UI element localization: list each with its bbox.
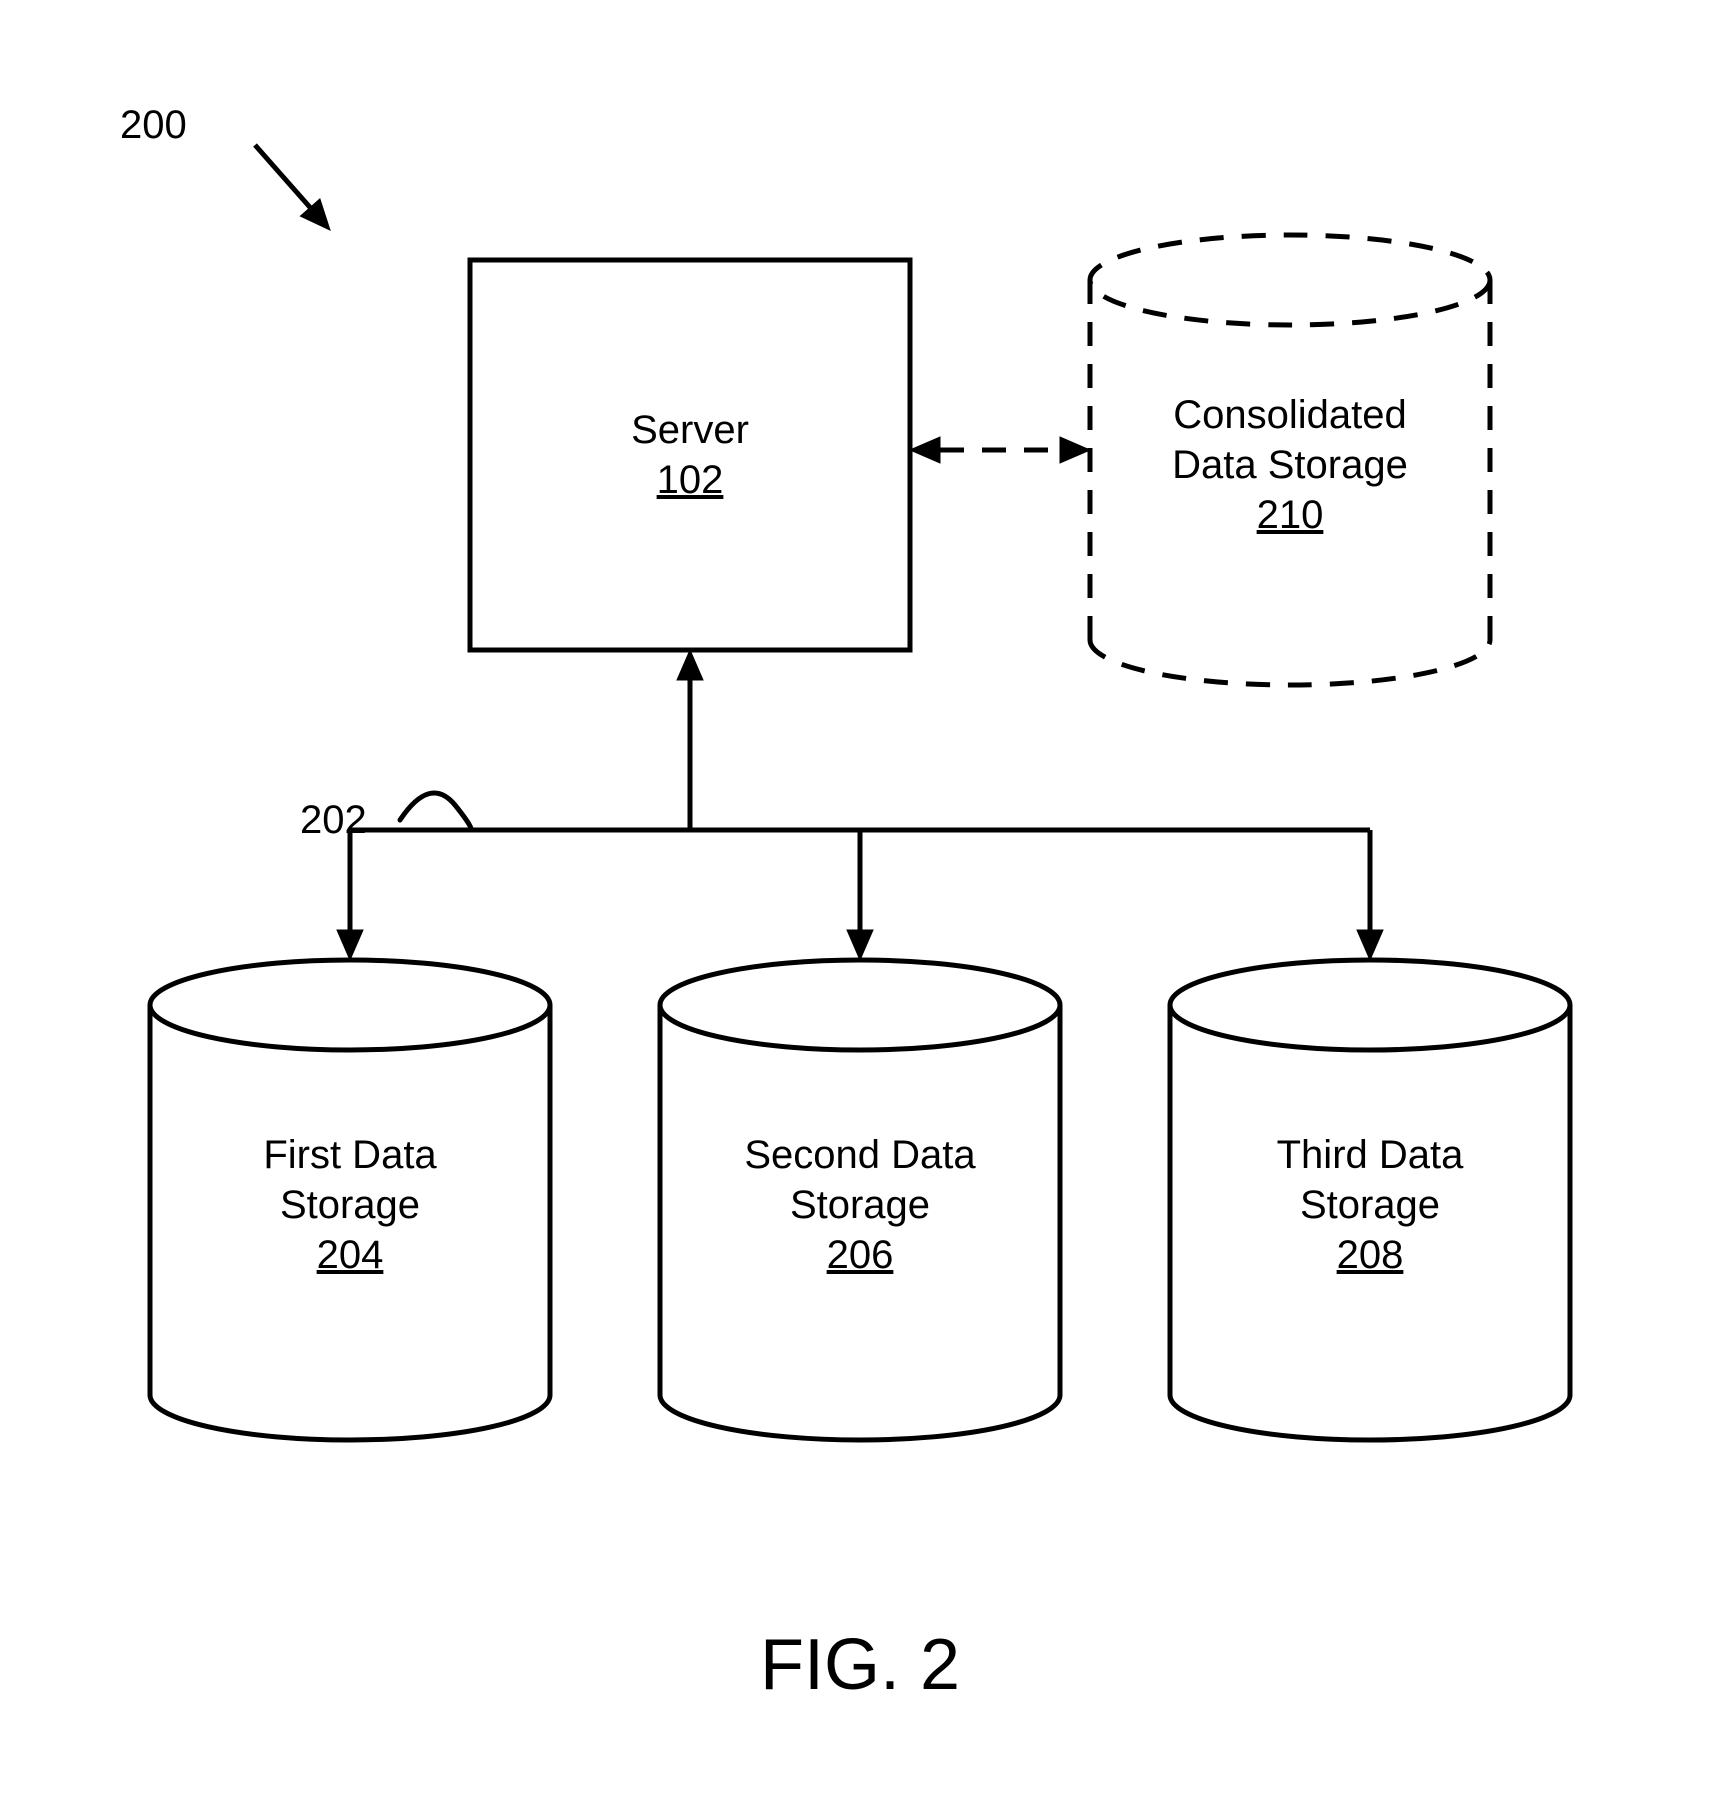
server-ref: 102 (470, 455, 910, 505)
figure-2-diagram: 200 202 Server 102 Consolidated Data Sto… (0, 0, 1720, 1810)
first-storage-line2: Storage (150, 1180, 550, 1230)
second-storage-line2: Storage (660, 1180, 1060, 1230)
third-storage-ref: 208 (1170, 1230, 1570, 1280)
figure-caption: FIG. 2 (0, 1620, 1720, 1710)
second-storage-ref: 206 (660, 1230, 1060, 1280)
diagram-svg (0, 0, 1720, 1810)
first-storage-label-block: First Data Storage 204 (150, 1130, 550, 1280)
server-label: Server 102 (470, 405, 910, 505)
first-storage-line1: First Data (150, 1130, 550, 1180)
consolidated-label-block: Consolidated Data Storage 210 (1090, 390, 1490, 540)
third-storage-line1: Third Data (1170, 1130, 1570, 1180)
ref-label-202: 202 (300, 795, 367, 845)
first-storage-ref: 204 (150, 1230, 550, 1280)
ref-label-200: 200 (120, 100, 187, 150)
second-storage-line1: Second Data (660, 1130, 1060, 1180)
third-storage-line2: Storage (1170, 1180, 1570, 1230)
consolidated-line2: Data Storage (1090, 440, 1490, 490)
server-title: Server (470, 405, 910, 455)
consolidated-ref: 210 (1090, 490, 1490, 540)
third-storage-label-block: Third Data Storage 208 (1170, 1130, 1570, 1280)
consolidated-line1: Consolidated (1090, 390, 1490, 440)
second-storage-label-block: Second Data Storage 206 (660, 1130, 1060, 1280)
